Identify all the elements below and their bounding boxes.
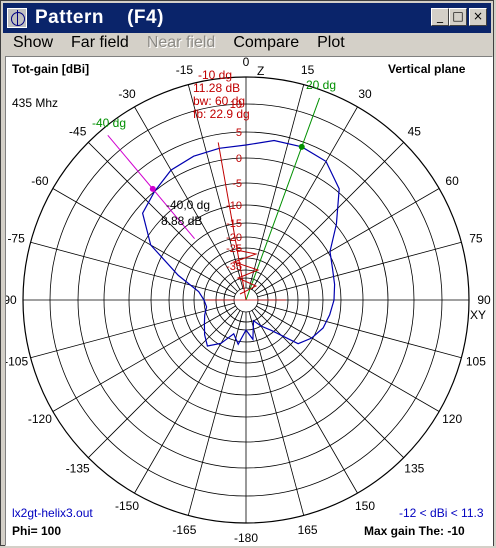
window-title: Pattern (F4) <box>35 7 164 28</box>
angle-label: -75 <box>7 231 25 245</box>
grid-spoke <box>30 241 235 298</box>
ring-label: 5 <box>236 127 242 139</box>
magenta-marker-dot <box>149 185 156 192</box>
angle-label: -15 <box>176 63 194 77</box>
angle-label: 75 <box>469 231 483 245</box>
gain-range-label: -12 < dBi < 11.3 <box>399 506 484 520</box>
grid-spoke <box>254 308 404 458</box>
grid-spoke <box>134 106 241 290</box>
grid-spoke <box>52 188 236 295</box>
grid-spoke <box>256 188 440 295</box>
main-lobe-fb: fb: 22.9 dg <box>193 107 250 121</box>
file-label: lx2gt-helix3.out <box>12 506 93 520</box>
gain-label: Tot-gain [dBi] <box>12 62 89 76</box>
angle-label: 30 <box>358 87 372 101</box>
title-bar[interactable]: Pattern (F4) _ □ × <box>3 3 491 33</box>
angle-label: -90 <box>6 293 17 307</box>
menu-plot[interactable]: Plot <box>317 34 345 51</box>
frequency-label: 435 Mhz <box>12 96 58 110</box>
green-marker-dot <box>298 143 305 150</box>
ring-label: 10 <box>230 99 242 111</box>
polar-plot-area[interactable]: 0 15 30 45 60 75 90 105 120 135 150 165 -180 -165 -150… <box>5 56 493 546</box>
menu-compare[interactable]: Compare <box>233 34 300 51</box>
max-gain-label: Max gain The: -10 <box>364 524 465 538</box>
angle-label: -105 <box>6 355 28 369</box>
angle-label: 120 <box>442 412 462 426</box>
ring-label: -35 <box>226 261 242 273</box>
grid-spoke <box>248 311 305 516</box>
angle-label: 60 <box>445 174 459 188</box>
polar-plot: 0153045607590105120135150165-180-165-150… <box>6 57 491 545</box>
magenta-marker-label: -40 dg <box>92 116 126 130</box>
grid-spoke <box>187 311 244 516</box>
grid-spoke <box>30 302 235 359</box>
close-button[interactable]: × <box>469 8 487 26</box>
angle-label: 135 <box>404 461 424 475</box>
grid-spoke <box>187 84 244 289</box>
overlays <box>107 97 321 301</box>
menu-near-field: Near field <box>146 34 216 51</box>
grid-spoke <box>257 302 462 359</box>
angle-label: -30 <box>118 87 136 101</box>
grid-spoke <box>257 241 462 298</box>
angle-labels: 0153045607590105120135150165-180-165-150… <box>6 57 491 545</box>
polar-grid <box>22 76 470 524</box>
grid-spoke <box>256 305 440 412</box>
angle-label: -120 <box>28 412 52 426</box>
radiation-pattern <box>141 139 340 347</box>
phi-label: Phi= 100 <box>12 524 61 538</box>
green-marker-label: 20 dg <box>306 78 336 92</box>
menu-far-field[interactable]: Far field <box>71 34 129 51</box>
ring-label: -20 <box>226 232 242 244</box>
ring-label: -5 <box>232 178 242 190</box>
grid-spoke <box>248 84 305 289</box>
grid-spoke <box>88 308 238 458</box>
green-marker-line <box>245 97 321 301</box>
grid-spoke <box>52 305 236 412</box>
angle-label: -60 <box>31 174 49 188</box>
ring-label: -25 <box>226 243 242 255</box>
cursor-gain: 8.88 dB <box>161 214 202 228</box>
angle-label: -45 <box>69 125 87 139</box>
angle-label: 90 <box>477 293 491 307</box>
main-lobe-bw: bw: 60 dg <box>193 94 245 108</box>
maximize-button[interactable]: □ <box>449 8 467 26</box>
angle-label: 0 <box>243 57 250 69</box>
main-lobe-angle: -10 dg <box>198 68 232 82</box>
minimize-button[interactable]: _ <box>431 8 449 26</box>
grid-spoke <box>254 142 404 292</box>
ring-label: -15 <box>226 218 242 230</box>
main-lobe-gain: 11.28 dB <box>193 81 240 95</box>
main-lobe-line <box>217 142 247 301</box>
angle-label: 165 <box>298 523 318 537</box>
grid-spoke <box>251 106 358 290</box>
angle-label: -135 <box>66 461 90 475</box>
angle-label: -165 <box>172 523 196 537</box>
grid-spoke <box>134 310 241 494</box>
angle-label: 45 <box>408 125 422 139</box>
plane-label: Vertical plane <box>388 62 466 76</box>
angle-label: 150 <box>355 499 375 513</box>
angle-label: -150 <box>115 499 139 513</box>
xy-axis-label: XY <box>470 308 486 322</box>
grid-spoke <box>88 142 238 292</box>
app-icon[interactable] <box>7 8 27 28</box>
grid-spoke <box>251 310 358 494</box>
sidelobe-trace <box>232 249 260 295</box>
ring-label: 0 <box>236 153 242 165</box>
angle-label: 15 <box>301 63 315 77</box>
menu-show[interactable]: Show <box>13 34 54 51</box>
cursor-angle: -40,0 dg <box>166 198 210 212</box>
z-axis-label: Z <box>257 64 264 78</box>
angle-label: 105 <box>466 355 486 369</box>
angle-label: -180 <box>234 531 258 545</box>
menu-bar: Show Far field Near field Compare Plot <box>3 33 491 53</box>
